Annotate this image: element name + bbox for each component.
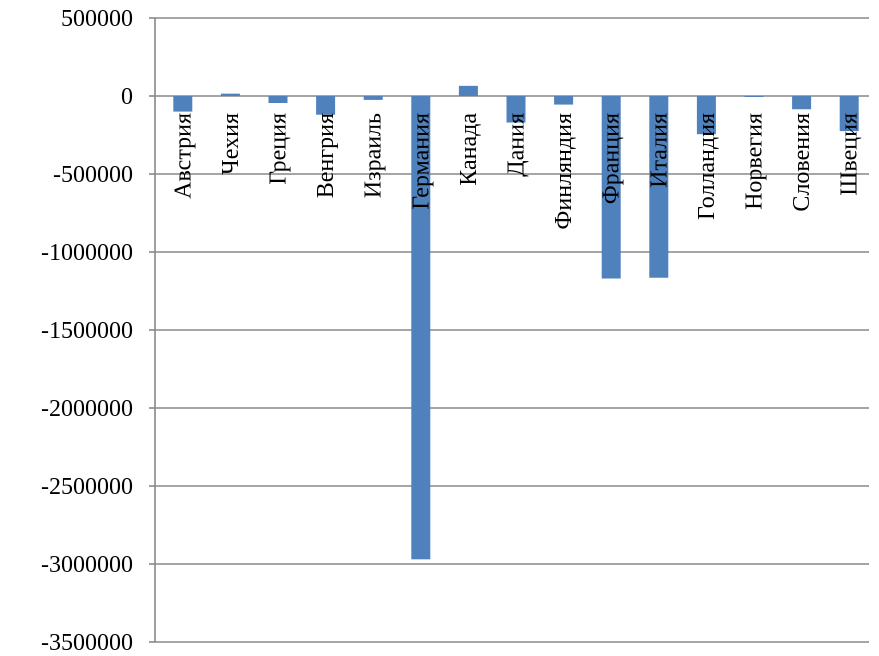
category-label: Венгрия xyxy=(313,113,339,198)
bar xyxy=(411,96,431,560)
y-tick-label: 0 xyxy=(121,84,133,110)
category-label: Чехия xyxy=(218,113,244,175)
category-label: Греция xyxy=(266,113,292,185)
bar xyxy=(792,96,812,110)
bar xyxy=(316,96,336,115)
category-label: Словения xyxy=(789,113,815,212)
category-label: Австрия xyxy=(170,113,196,199)
category-label: Канада xyxy=(456,113,482,186)
bar xyxy=(839,96,859,132)
bar xyxy=(363,96,383,100)
bar xyxy=(696,96,716,135)
bar xyxy=(173,96,193,112)
y-tick-label: -3500000 xyxy=(41,630,133,656)
bars xyxy=(173,85,859,560)
y-tick-label: -500000 xyxy=(53,162,133,188)
bar xyxy=(458,85,478,96)
y-tick-label: -2500000 xyxy=(41,474,133,500)
bar xyxy=(268,96,288,104)
y-tick-label: -1500000 xyxy=(41,318,133,344)
category-label: Норвегия xyxy=(742,113,768,210)
category-label: Израиль xyxy=(361,113,387,198)
bar xyxy=(649,96,669,278)
y-tick-label: -2000000 xyxy=(41,396,133,422)
category-label: Италия xyxy=(646,113,672,188)
y-tick-label: -3000000 xyxy=(41,552,133,578)
category-label: Дания xyxy=(504,113,530,177)
y-tick-label: -1000000 xyxy=(41,240,133,266)
bar xyxy=(220,93,240,96)
category-label: Голландия xyxy=(694,113,720,220)
bar xyxy=(744,96,764,97)
category-labels: Австрия Чехия Греция Венгрия Израиль Германия… xyxy=(170,113,862,230)
category-label: Германия xyxy=(408,113,434,210)
y-tick-label: 500000 xyxy=(61,6,133,32)
category-label: Швеция xyxy=(837,113,863,196)
bar xyxy=(506,96,526,123)
bar xyxy=(601,96,621,279)
category-label: Франция xyxy=(599,113,625,204)
bar xyxy=(554,96,574,105)
y-tick-labels: 500000 0 -500000 -1000000 -1500000 -2000000 -2… xyxy=(41,6,133,656)
category-label: Финляндия xyxy=(551,113,577,230)
